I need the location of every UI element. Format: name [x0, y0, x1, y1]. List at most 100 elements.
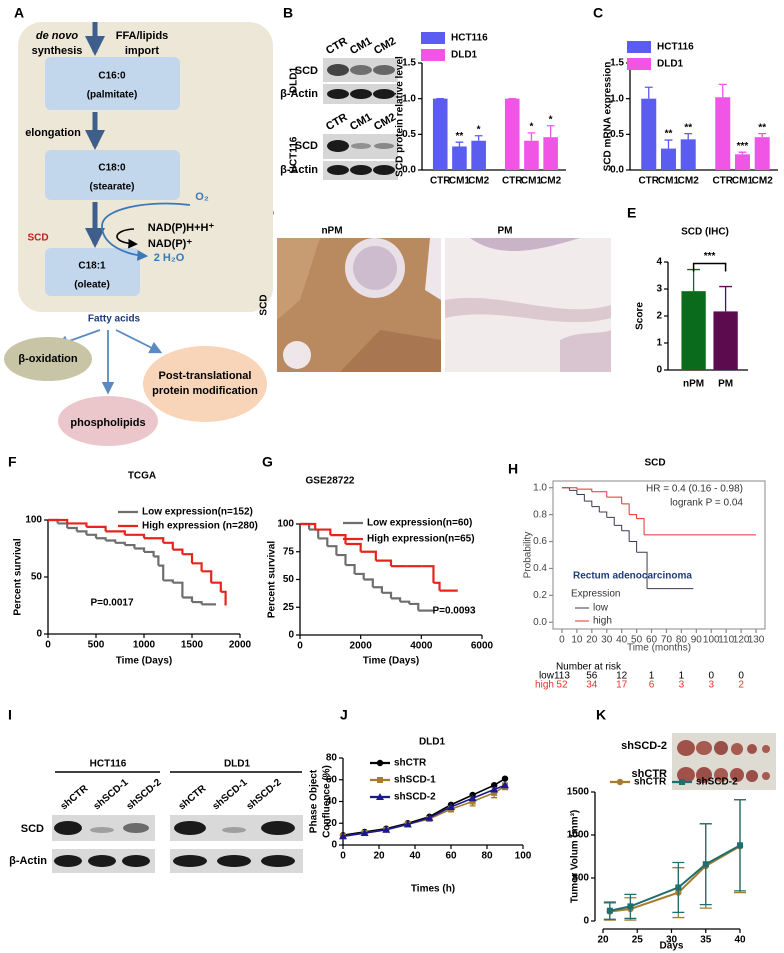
- survival-step: [144, 537, 165, 543]
- tumor: [747, 744, 757, 754]
- panel-letter: E: [627, 205, 636, 221]
- band: [350, 165, 372, 175]
- ellipse: [58, 396, 158, 446]
- y-tick-label: 1: [656, 338, 662, 349]
- marker: [490, 785, 499, 793]
- x-tick-label: 1500: [181, 640, 204, 651]
- survival-step: [105, 530, 126, 535]
- label: C18:0: [98, 163, 126, 174]
- row-label: SCD: [295, 140, 318, 152]
- significance: *: [549, 114, 553, 125]
- survival-step: [315, 528, 332, 536]
- band: [173, 855, 207, 867]
- significance: *: [529, 122, 533, 133]
- y-tick-label: 100: [25, 515, 42, 526]
- survival-step: [57, 522, 69, 528]
- y-axis-label: Percent survival: [267, 541, 278, 618]
- x-tick-label: 0: [559, 635, 565, 646]
- band: [54, 821, 82, 835]
- survival-step: [48, 518, 69, 524]
- panel-letter: I: [8, 707, 12, 723]
- legend-label: shSCD-2: [696, 777, 738, 788]
- x-tick-label: CM1: [658, 176, 680, 187]
- risk-count: 52: [556, 680, 568, 691]
- cell-line-label: DLD1: [224, 759, 251, 770]
- significance: **: [456, 131, 464, 142]
- bar: [504, 98, 520, 170]
- legend-label: shCTR: [634, 777, 667, 788]
- y-axis-label: Percent survival: [13, 538, 24, 615]
- band: [217, 855, 251, 867]
- y-tick-label: 0.6: [533, 536, 547, 547]
- error-bar: [738, 151, 747, 155]
- y-tick-label: 20: [326, 818, 338, 829]
- y-tick-label: 500: [572, 873, 589, 884]
- legend-label: HCT116: [451, 33, 488, 44]
- series-line: [342, 777, 506, 837]
- marker: [403, 820, 412, 828]
- tumor: [762, 745, 770, 753]
- bar: [660, 148, 676, 170]
- x-tick-label: 20: [586, 635, 598, 646]
- marker: [675, 884, 682, 891]
- row-label: SCD: [21, 823, 44, 835]
- marker: [616, 778, 624, 786]
- y-tick-label: 3: [656, 284, 662, 295]
- survival-step: [421, 565, 435, 583]
- survival-step: [569, 489, 578, 495]
- ellipse: [4, 337, 92, 381]
- tumor: [696, 741, 712, 755]
- survival-step: [576, 493, 585, 502]
- row-label: β-Actin: [280, 164, 318, 176]
- x-tick-label: PM: [718, 379, 733, 390]
- legend-label: High expression(n=65): [367, 534, 475, 545]
- marker: [382, 825, 391, 833]
- y-tick-label: 60: [326, 774, 338, 785]
- significance: ***: [704, 251, 716, 262]
- tumor: [730, 768, 744, 782]
- x-axis-label: Times (h): [411, 884, 455, 895]
- x-tick-label: CM2: [540, 176, 562, 187]
- chart-title: SCD: [644, 458, 665, 469]
- marker: [425, 813, 434, 821]
- lane-label: CTR: [324, 35, 350, 57]
- y-axis-label: Score: [635, 302, 646, 330]
- legend-swatch: [627, 58, 651, 70]
- marker: [702, 861, 709, 868]
- band: [174, 821, 206, 835]
- survival-step: [345, 542, 362, 552]
- column-label: PM: [498, 226, 513, 237]
- band: [54, 855, 82, 867]
- row-label: shCTR: [632, 768, 668, 780]
- error-bar: [718, 83, 727, 98]
- x-tick-label: 20: [597, 935, 609, 946]
- lane-label: shSCD-2: [125, 777, 164, 812]
- x-tick-label: CM1: [449, 176, 471, 187]
- survival-step: [153, 555, 160, 566]
- panel-letter: C: [593, 5, 603, 21]
- logrank-label: logrank P = 0.04: [670, 498, 743, 509]
- band: [373, 65, 395, 75]
- bar: [543, 137, 558, 170]
- y-tick-label: 1000: [567, 830, 590, 841]
- bar: [681, 291, 706, 370]
- x-tick-label: 60: [445, 851, 457, 862]
- label: phospholipids: [70, 417, 145, 429]
- cell-line-label: HCT116: [289, 136, 300, 173]
- lane-label: shSCD-1: [211, 777, 250, 812]
- significance: **: [684, 122, 692, 133]
- band: [327, 89, 349, 99]
- band: [261, 821, 295, 835]
- box: [45, 248, 140, 296]
- lane-label: CM1: [348, 111, 374, 133]
- x-tick-label: 500: [88, 640, 105, 651]
- x-tick-label: CTR: [502, 176, 523, 187]
- survival-step: [591, 506, 600, 512]
- bar: [734, 154, 750, 170]
- series-line: [609, 844, 741, 912]
- arrow: [101, 202, 191, 261]
- error-bar: [684, 132, 693, 140]
- x-tick-label: 130: [748, 635, 765, 646]
- legend-label: High expression (n=280): [142, 521, 258, 532]
